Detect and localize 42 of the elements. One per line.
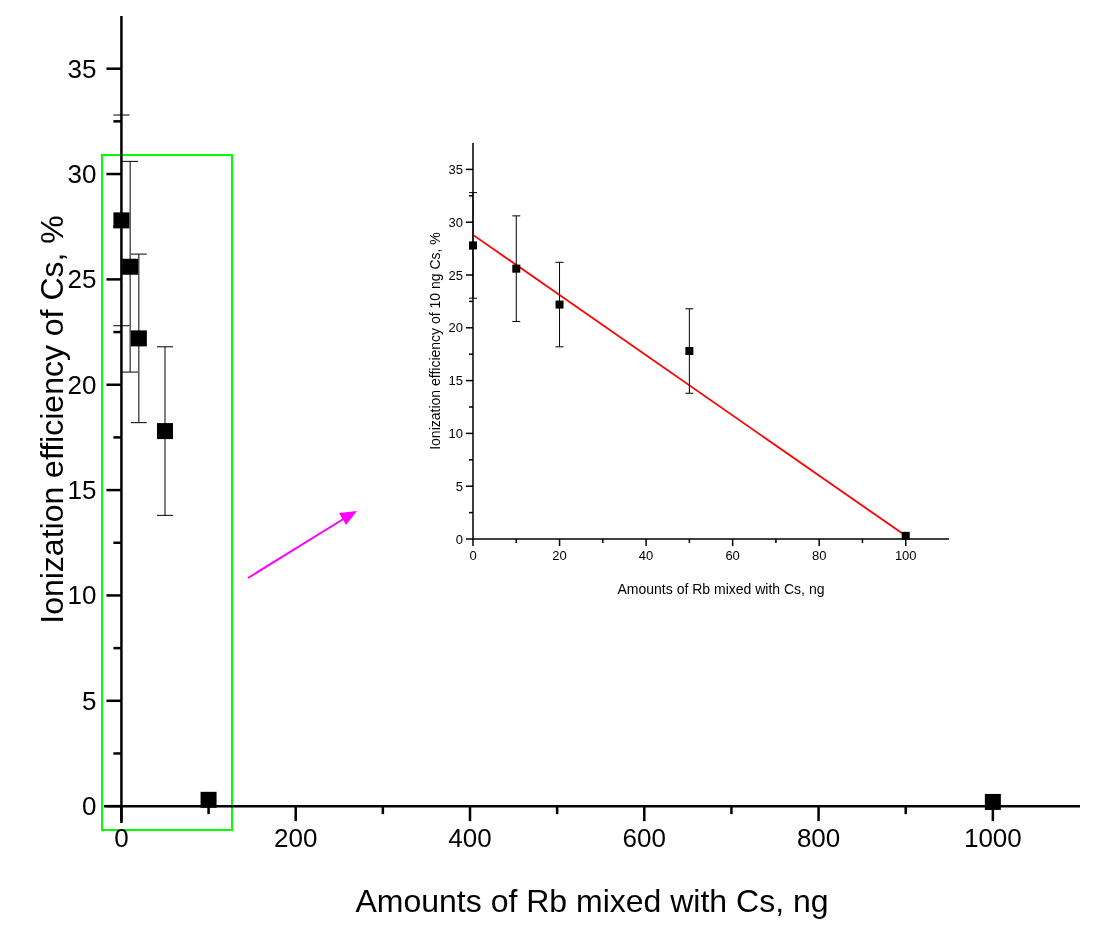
- x-axis-title: Amounts of Rb mixed with Cs, ng: [355, 883, 829, 919]
- point: [901, 531, 910, 540]
- y-tick-label: 35: [448, 161, 463, 177]
- y-tick-label: 0: [81, 791, 97, 822]
- x-tick-label: 1000: [963, 823, 1022, 854]
- point: [200, 791, 217, 808]
- x-tick-label: 600: [622, 823, 666, 854]
- y-tick-label: 25: [67, 264, 97, 295]
- y-tick-label: 10: [448, 425, 463, 441]
- point: [984, 793, 1001, 810]
- x-tick-label: 100: [894, 548, 917, 564]
- y-tick-label: 15: [448, 373, 463, 389]
- y-tick-label: 0: [455, 531, 463, 547]
- x-tick-label: 200: [274, 823, 318, 854]
- x-tick-label: 0: [469, 548, 477, 564]
- y-axis-title: Ionization efficiency of 10 ng Cs, %: [426, 232, 443, 450]
- y-tick-label: 15: [67, 475, 97, 506]
- y-tick-label: 5: [81, 685, 97, 716]
- y-tick-label: 20: [448, 320, 463, 336]
- x-tick-label: 20: [552, 548, 567, 564]
- y-tick-label: 10: [67, 580, 97, 611]
- point: [469, 241, 477, 250]
- y-tick-label: 30: [448, 214, 463, 230]
- y-tick-label: 25: [448, 267, 463, 283]
- x-tick-label: 800: [796, 823, 841, 854]
- point: [512, 264, 521, 273]
- x-tick-label: 40: [638, 548, 654, 564]
- point: [130, 330, 147, 347]
- x-tick-label: 0: [114, 823, 129, 854]
- y-tick-label: 5: [455, 478, 463, 494]
- x-axis-title: Amounts of Rb mixed with Cs, ng: [617, 581, 825, 597]
- point: [685, 347, 694, 356]
- y-tick-label: 30: [67, 159, 97, 190]
- point: [555, 300, 564, 309]
- y-tick-label: 35: [67, 53, 97, 84]
- point: [157, 423, 173, 440]
- x-tick-label: 60: [725, 548, 740, 564]
- point: [122, 258, 139, 275]
- y-tick-label: 20: [67, 369, 97, 400]
- x-tick-label: 400: [448, 823, 492, 854]
- x-tick-label: 80: [811, 548, 827, 564]
- point: [113, 212, 130, 229]
